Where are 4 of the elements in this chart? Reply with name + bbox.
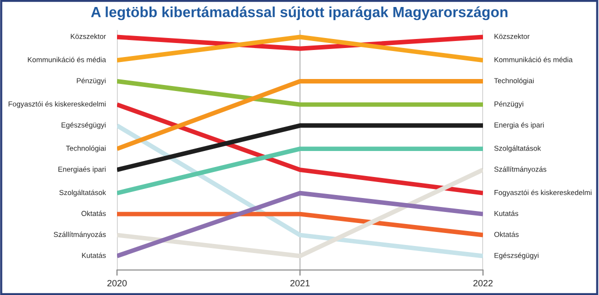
x-tick-label: 2021 [290, 280, 310, 286]
chart-title: A legtöbb kibertámadással sújtott iparágak Magyarországon [91, 6, 508, 20]
x-tick-label: 2022 [473, 280, 493, 286]
x-tick-label: 2020 [107, 280, 127, 286]
